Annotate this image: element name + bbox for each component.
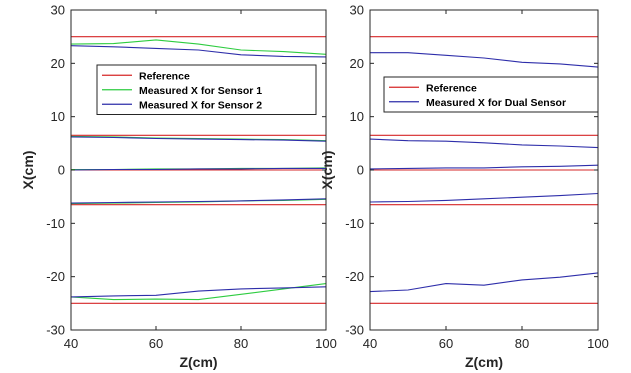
series-line-2-3	[369, 164, 599, 170]
x-tick-label: 100	[315, 336, 337, 351]
x-tick-label: 40	[64, 336, 78, 351]
series-line-3-1	[70, 45, 327, 58]
y-tick-label: 30	[350, 3, 364, 18]
chart-panel-1: 40 60 80 1003020100-10-20-30Z(cm)X(cm)Refer…	[20, 3, 337, 371]
chart-panel-2: 40 60 80 1003020100-10-20-30Z(cm)X(cm)Refer…	[319, 3, 609, 371]
y-tick-label: 20	[51, 56, 65, 71]
series-line-2-2	[369, 138, 599, 149]
y-tick-label: 30	[51, 3, 65, 18]
series-line-3-5	[70, 286, 327, 298]
legend: Reference Measured X for Sensor 1 Measured…	[96, 64, 317, 115]
x-tick-label: 40	[363, 336, 377, 351]
legend-entry-2: Measured X for Dual Sensor	[426, 97, 566, 109]
y-tick-label: -30	[46, 323, 65, 338]
y-tick-label: -20	[46, 269, 65, 284]
series-line-2-4	[369, 192, 599, 203]
y-axis-label: X(cm)	[20, 151, 36, 190]
y-axis-label: X(cm)	[319, 151, 335, 190]
legend: Reference Measured X for Dual Sensor	[383, 76, 599, 113]
y-tick-label: -10	[46, 216, 65, 231]
series-line-2-5	[369, 272, 599, 293]
legend-entry-3: Measured X for Sensor 2	[139, 99, 262, 111]
legend-entry-1: Reference	[139, 70, 190, 82]
series-line-3-4	[70, 198, 327, 204]
y-tick-label: -10	[345, 216, 364, 231]
legend-entry-1: Reference	[426, 82, 477, 94]
x-tick-label: 60	[439, 336, 453, 351]
y-tick-label: 0	[357, 163, 364, 178]
series-line-3-2	[70, 136, 327, 142]
x-tick-label: 100	[587, 336, 609, 351]
series-line-2-1	[70, 39, 327, 55]
x-axis-label: Z(cm)	[179, 354, 217, 370]
y-tick-label: -20	[345, 269, 364, 284]
legend-entry-2: Measured X for Sensor 1	[139, 85, 262, 97]
series-line-3-3	[70, 167, 326, 171]
legend-box	[383, 76, 599, 113]
x-tick-label: 60	[149, 336, 163, 351]
series-line-2-5	[70, 283, 327, 301]
series-line-2-1	[370, 52, 599, 68]
y-tick-label: 0	[58, 163, 65, 178]
y-tick-label: 20	[350, 56, 364, 71]
x-tick-label: 80	[234, 336, 248, 351]
x-axis-label: Z(cm)	[465, 354, 503, 370]
y-tick-label: 10	[51, 109, 65, 124]
x-tick-label: 80	[515, 336, 529, 351]
y-tick-label: 10	[350, 109, 364, 124]
legend-box	[96, 64, 317, 115]
y-tick-label: -30	[345, 323, 364, 338]
